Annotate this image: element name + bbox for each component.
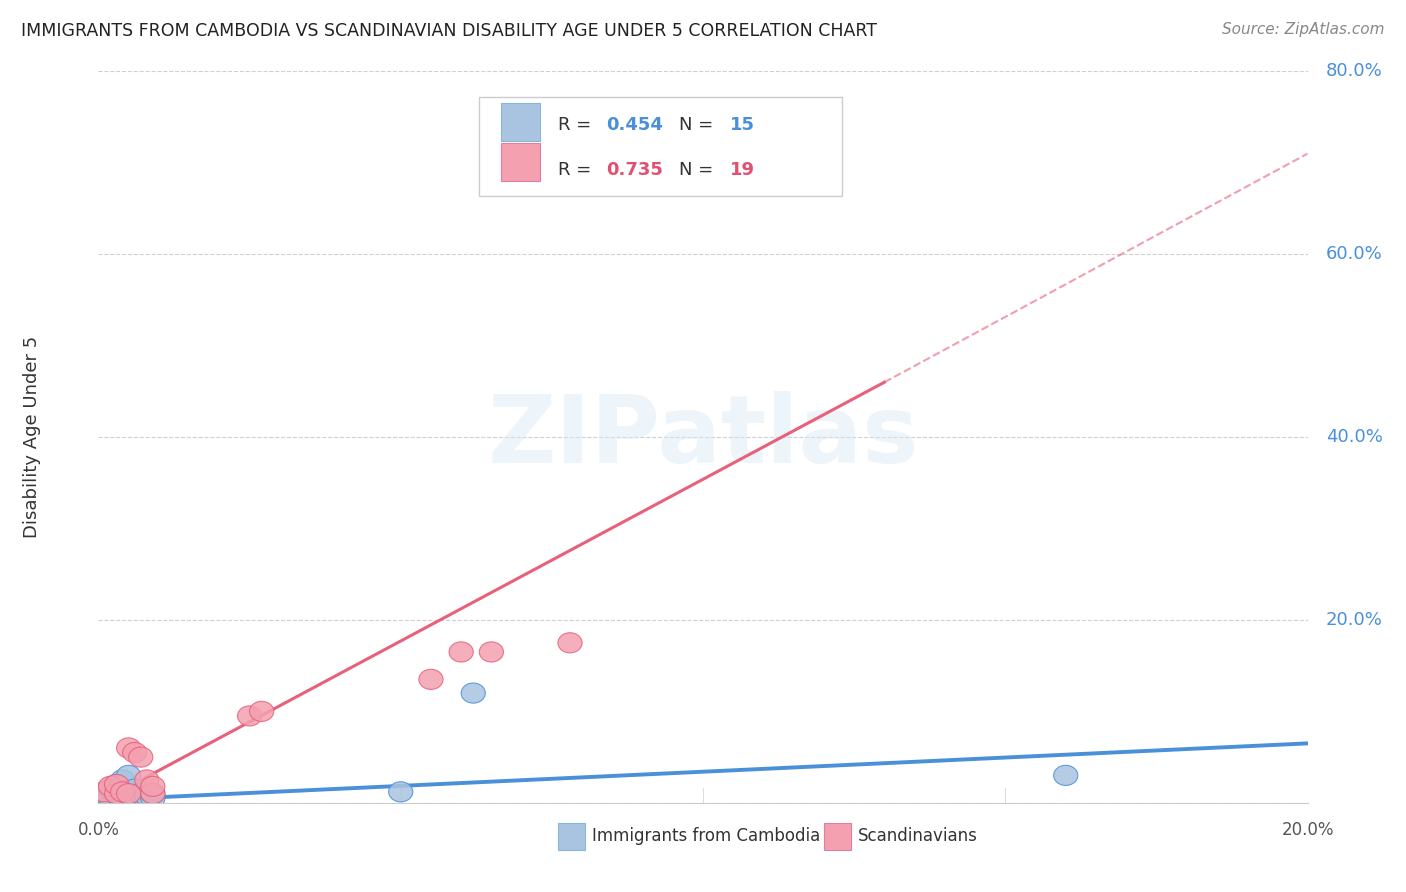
Ellipse shape xyxy=(811,135,837,154)
Ellipse shape xyxy=(117,738,141,758)
Text: 19: 19 xyxy=(730,161,755,179)
Text: 60.0%: 60.0% xyxy=(1326,245,1382,263)
Ellipse shape xyxy=(111,770,135,790)
Ellipse shape xyxy=(117,783,141,804)
Text: 40.0%: 40.0% xyxy=(1326,428,1382,446)
Ellipse shape xyxy=(93,781,117,802)
Ellipse shape xyxy=(122,786,146,805)
FancyBboxPatch shape xyxy=(479,97,842,195)
Text: 15: 15 xyxy=(730,116,755,134)
Ellipse shape xyxy=(449,642,474,662)
Ellipse shape xyxy=(104,783,129,804)
Ellipse shape xyxy=(129,783,153,804)
Ellipse shape xyxy=(104,774,129,795)
Ellipse shape xyxy=(250,701,274,722)
Text: 0.0%: 0.0% xyxy=(77,821,120,839)
FancyBboxPatch shape xyxy=(501,103,540,141)
Ellipse shape xyxy=(98,779,122,799)
Text: N =: N = xyxy=(679,161,718,179)
Text: IMMIGRANTS FROM CAMBODIA VS SCANDINAVIAN DISABILITY AGE UNDER 5 CORRELATION CHAR: IMMIGRANTS FROM CAMBODIA VS SCANDINAVIAN… xyxy=(21,22,877,40)
Text: Disability Age Under 5: Disability Age Under 5 xyxy=(22,336,41,538)
Ellipse shape xyxy=(141,776,165,797)
Ellipse shape xyxy=(111,781,135,802)
Ellipse shape xyxy=(122,779,146,799)
Ellipse shape xyxy=(1053,765,1078,786)
Ellipse shape xyxy=(141,783,165,804)
Ellipse shape xyxy=(419,669,443,690)
FancyBboxPatch shape xyxy=(558,822,585,850)
Ellipse shape xyxy=(93,783,117,804)
Ellipse shape xyxy=(111,786,135,805)
Text: 20.0%: 20.0% xyxy=(1326,611,1382,629)
Ellipse shape xyxy=(461,683,485,703)
FancyBboxPatch shape xyxy=(501,143,540,181)
Ellipse shape xyxy=(104,774,129,795)
Ellipse shape xyxy=(117,765,141,786)
Ellipse shape xyxy=(141,789,165,808)
Ellipse shape xyxy=(479,642,503,662)
Ellipse shape xyxy=(135,770,159,790)
Text: 0.735: 0.735 xyxy=(606,161,664,179)
Text: Immigrants from Cambodia: Immigrants from Cambodia xyxy=(592,828,820,846)
Ellipse shape xyxy=(135,786,159,805)
Text: 20.0%: 20.0% xyxy=(1281,821,1334,839)
Ellipse shape xyxy=(122,742,146,763)
Ellipse shape xyxy=(388,781,413,802)
Text: Source: ZipAtlas.com: Source: ZipAtlas.com xyxy=(1222,22,1385,37)
Ellipse shape xyxy=(104,783,129,804)
Text: R =: R = xyxy=(558,161,598,179)
Text: R =: R = xyxy=(558,116,598,134)
Text: ZIPatlas: ZIPatlas xyxy=(488,391,918,483)
Text: N =: N = xyxy=(679,116,718,134)
Ellipse shape xyxy=(558,632,582,653)
Ellipse shape xyxy=(117,783,141,804)
Ellipse shape xyxy=(129,747,153,767)
FancyBboxPatch shape xyxy=(824,822,851,850)
Ellipse shape xyxy=(238,706,262,726)
Text: Scandinavians: Scandinavians xyxy=(858,828,977,846)
Text: 80.0%: 80.0% xyxy=(1326,62,1382,80)
Ellipse shape xyxy=(141,783,165,804)
Ellipse shape xyxy=(98,776,122,797)
Text: 0.454: 0.454 xyxy=(606,116,664,134)
